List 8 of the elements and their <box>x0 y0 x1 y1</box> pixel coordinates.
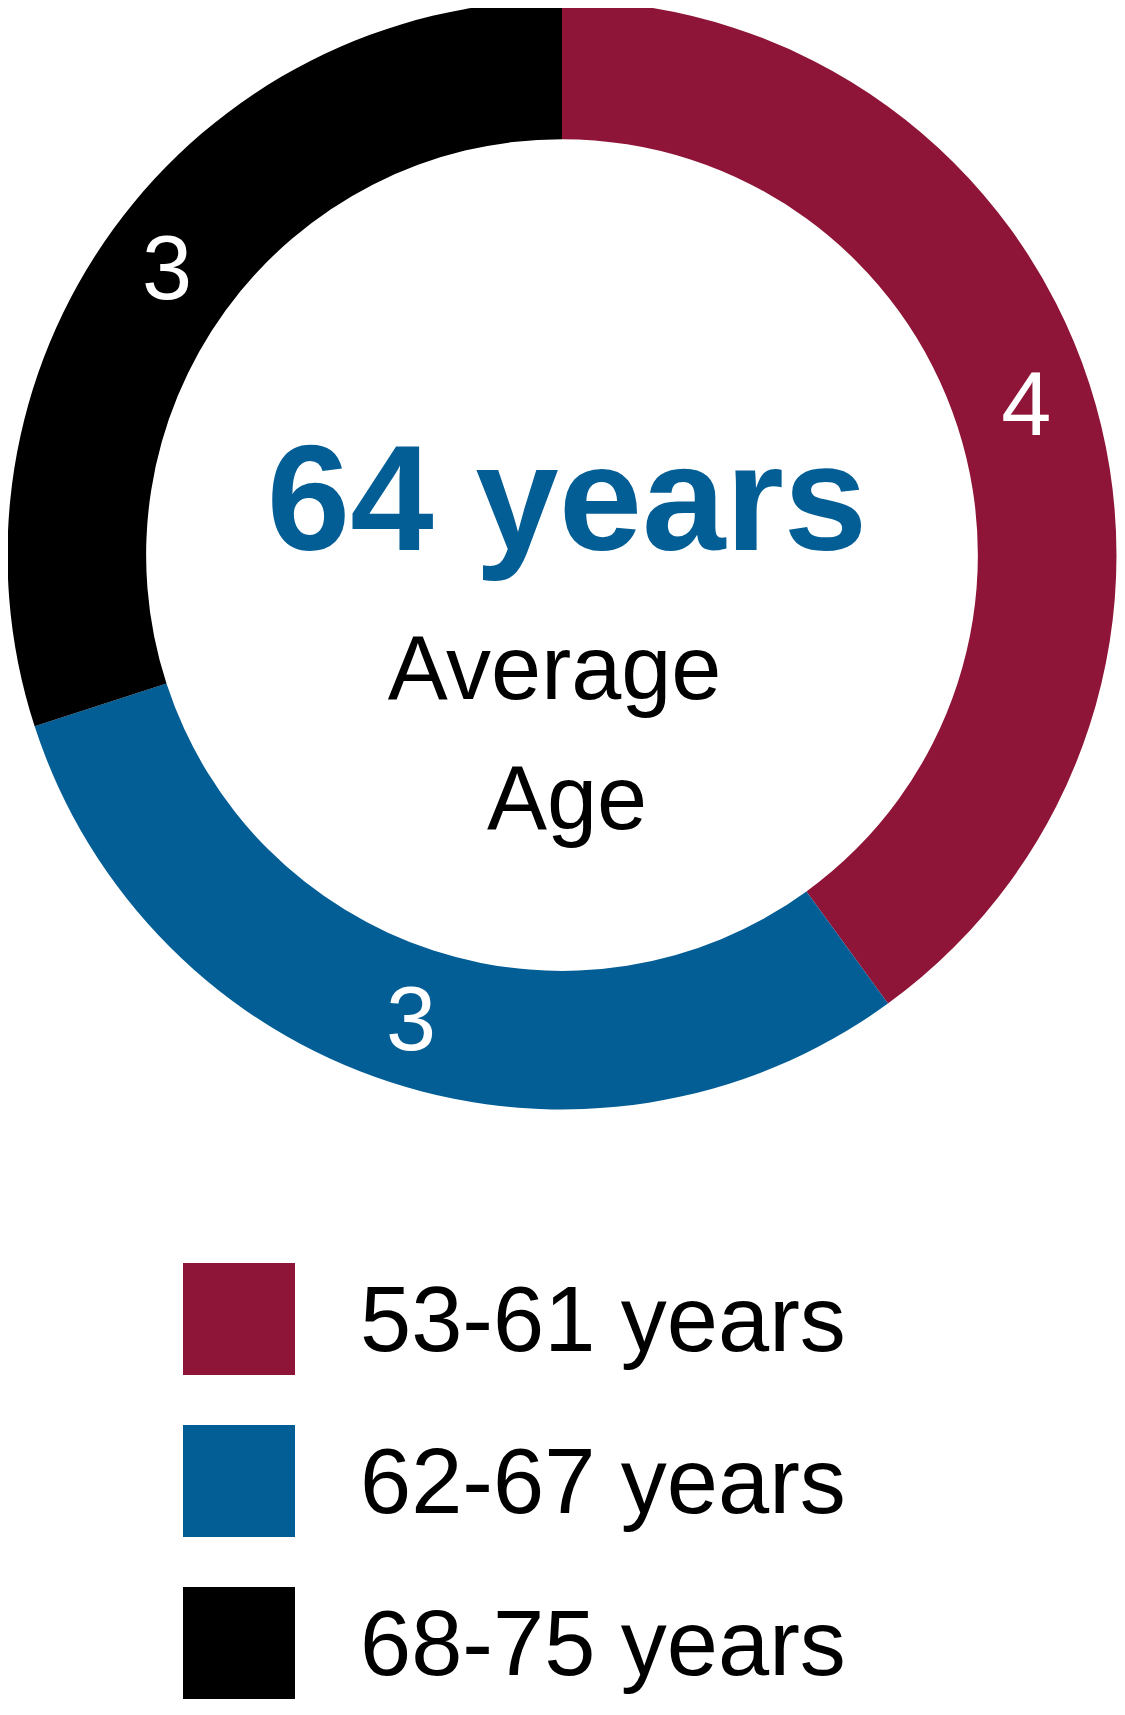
legend-label: 53-61 years <box>360 1268 846 1370</box>
text: 64 years <box>266 414 868 582</box>
legend-label: 68-75 years <box>360 1592 846 1694</box>
legend-label: 62-67 years <box>360 1430 846 1532</box>
data-label: 3 <box>142 218 193 319</box>
data-label: 4 <box>1001 354 1052 455</box>
data-label: 3 <box>386 969 437 1070</box>
text: Average Age <box>387 618 747 848</box>
